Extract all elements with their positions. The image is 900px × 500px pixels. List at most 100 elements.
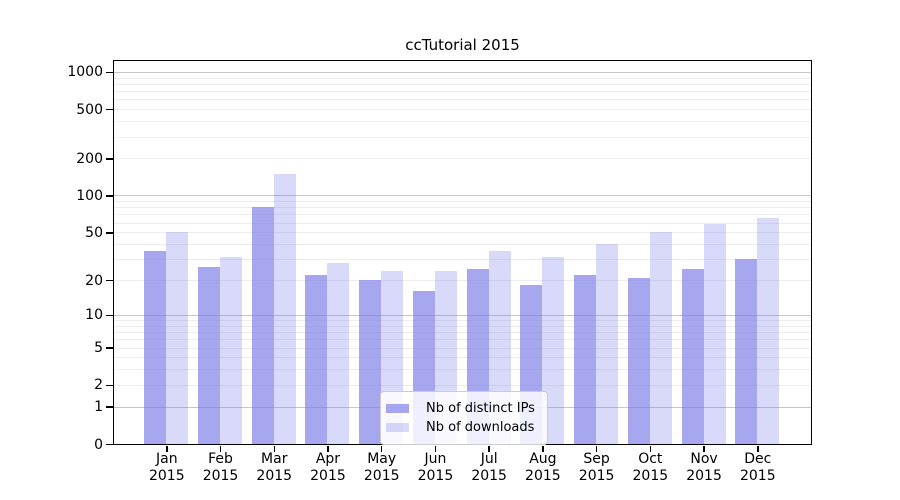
legend-label-downloads: Nb of downloads	[426, 420, 535, 435]
gridline-minor-9	[114, 320, 811, 321]
bar-downloads-oct	[649, 232, 672, 444]
x-tick-label-jul: Jul 2015	[471, 451, 507, 484]
gridline-minor-80	[114, 207, 811, 209]
bar-distinct-ips-dec	[735, 259, 758, 444]
y-tick-500	[106, 108, 113, 111]
x-tick-label-jun: Jun 2015	[417, 451, 454, 484]
legend-label-distinct-ips: Nb of distinct IPs	[426, 401, 535, 416]
bar-downloads-dec	[757, 218, 780, 444]
bar-distinct-ips-jan	[144, 251, 167, 444]
bar-downloads-nov	[703, 224, 726, 444]
bar-downloads-feb	[220, 257, 243, 444]
x-tick-label-may: May 2015	[363, 451, 400, 484]
x-tick-jun	[434, 446, 437, 452]
bar-downloads-mar	[273, 173, 296, 444]
gridline-minor-20	[114, 280, 811, 282]
gridline-minor-30	[114, 259, 811, 261]
x-tick-label-jan: Jan 2015	[148, 451, 185, 484]
x-tick-aug	[542, 446, 544, 452]
x-tick-label-sep: Sep 2015	[578, 451, 615, 484]
y-tick-20	[106, 279, 113, 282]
y-tick-label-50: 50	[85, 224, 103, 241]
y-tick-0	[106, 443, 113, 446]
y-tick-label-10: 10	[85, 307, 103, 324]
x-tick-label-mar: Mar 2015	[256, 451, 293, 484]
x-tick-label-dec: Dec 2015	[739, 451, 776, 484]
x-tick-dec	[757, 446, 759, 452]
gridline-major-100	[114, 195, 811, 197]
bar-distinct-ips-nov	[681, 268, 704, 444]
gridline-minor-5	[114, 347, 811, 349]
x-tick-label-feb: Feb 2015	[202, 451, 239, 484]
gridline-minor-200	[114, 158, 811, 160]
legend-swatch-distinct-ips	[386, 403, 409, 414]
chart-title: ccTutorial 2015	[405, 36, 520, 54]
bar-distinct-ips-sep	[574, 275, 597, 444]
gridline-minor-400	[114, 121, 811, 123]
x-tick-label-aug: Aug 2015	[525, 451, 561, 484]
y-tick-200	[106, 158, 113, 160]
bar-distinct-ips-oct	[627, 277, 650, 444]
y-tick-2	[106, 384, 113, 387]
y-tick-label-500: 500	[76, 101, 103, 118]
x-tick-label-oct: Oct 2015	[632, 451, 669, 484]
gridline-minor-300	[114, 136, 811, 138]
gridline-minor-8	[114, 325, 811, 327]
x-tick-jan	[166, 446, 168, 452]
bar-distinct-ips-apr	[305, 275, 328, 444]
bar-downloads-jan	[166, 232, 189, 444]
y-tick-10	[106, 314, 113, 317]
legend-item-downloads: Nb of downloads	[386, 418, 535, 437]
bar-distinct-ips-mar	[251, 207, 274, 444]
gridline-minor-50	[114, 232, 811, 234]
x-tick-feb	[219, 446, 222, 452]
plot-area	[113, 60, 812, 445]
gridline-major-10	[114, 314, 811, 316]
gridline-minor-700	[114, 91, 811, 93]
gridline-minor-70	[114, 214, 811, 216]
x-tick-oct	[649, 446, 652, 452]
bar-downloads-apr	[327, 262, 350, 444]
gridline-minor-800	[114, 83, 811, 85]
legend-item-distinct-ips: Nb of distinct IPs	[386, 399, 535, 418]
y-tick-label-20: 20	[85, 272, 103, 289]
gridline-major-1000	[114, 71, 811, 73]
y-tick-label-200: 200	[76, 150, 103, 167]
y-tick-100	[106, 195, 113, 197]
x-tick-sep	[595, 446, 598, 452]
gridline-minor-90	[114, 201, 811, 203]
y-tick-1000	[106, 71, 113, 74]
y-tick-label-100: 100	[76, 187, 103, 204]
gridline-minor-500	[114, 109, 811, 111]
x-tick-may	[380, 446, 383, 452]
x-tick-label-nov: Nov 2015	[686, 451, 722, 484]
y-tick-label-5: 5	[94, 340, 103, 356]
bar-distinct-ips-feb	[198, 266, 221, 444]
gridline-minor-600	[114, 99, 811, 101]
y-tick-5	[106, 347, 113, 349]
y-tick-label-2: 2	[94, 377, 103, 394]
y-tick-label-1000: 1000	[67, 64, 103, 81]
legend-swatch-downloads	[386, 422, 409, 433]
gridline-minor-60	[114, 222, 811, 224]
gridline-minor-2	[114, 384, 811, 386]
bar-distinct-ips-may	[359, 280, 382, 444]
gridline-minor-7	[114, 332, 811, 334]
x-tick-jul	[488, 446, 490, 452]
y-tick-50	[106, 232, 113, 234]
legend: Nb of distinct IPs Nb of downloads	[380, 391, 548, 445]
y-tick-label-1: 1	[94, 399, 103, 416]
y-tick-1	[106, 406, 113, 408]
gridline-minor-4	[114, 357, 811, 359]
y-tick-label-0: 0	[94, 436, 103, 453]
bar-downloads-sep	[596, 244, 619, 444]
gridline-minor-3	[114, 369, 811, 371]
x-tick-nov	[703, 446, 705, 452]
gridline-minor-6	[114, 339, 811, 341]
x-tick-label-apr: Apr 2015	[310, 451, 346, 484]
x-tick-apr	[327, 446, 329, 452]
gridline-minor-40	[114, 244, 811, 245]
gridline-minor-900	[114, 77, 811, 79]
x-tick-mar	[273, 446, 275, 452]
